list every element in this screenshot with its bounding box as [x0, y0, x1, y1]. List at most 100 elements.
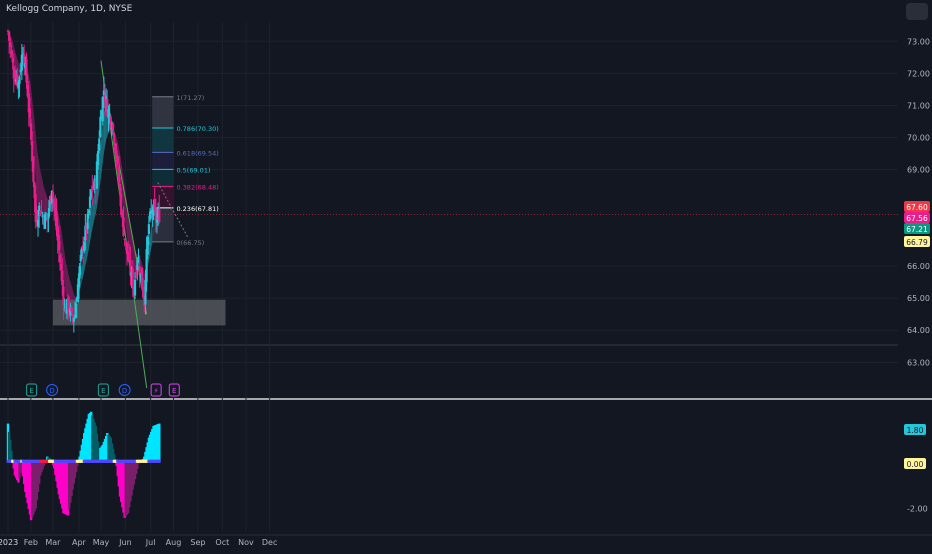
ma-ribbon-segment	[32, 98, 34, 147]
candles	[6, 29, 161, 333]
candle-body	[115, 149, 118, 162]
price-label-box	[904, 223, 930, 234]
candle-body	[105, 96, 108, 99]
ma-ribbon-segment	[122, 168, 124, 210]
earnings-marker	[26, 383, 38, 397]
ma-ribbon-segment	[150, 228, 152, 254]
time-axis-tick: Dec	[262, 538, 277, 547]
candle-body	[73, 314, 77, 318]
ma-ribbon-segment	[33, 109, 35, 164]
candle-body	[27, 93, 30, 113]
ma-ribbon-segment	[90, 206, 92, 242]
price-axis-tick: 66.00	[907, 262, 930, 271]
price-label: 67.60	[906, 203, 928, 212]
candle-body	[54, 207, 57, 217]
histogram-bar	[10, 450, 13, 462]
candle-body	[26, 85, 29, 97]
candle-body	[113, 133, 116, 146]
candle-body	[69, 307, 72, 316]
ma-ribbon-segment	[99, 145, 101, 192]
ma-ribbon-segment	[88, 215, 91, 249]
time-axis-tick: Mar	[45, 538, 61, 547]
candle-body	[51, 192, 55, 198]
candle-body	[131, 268, 134, 289]
candle-body	[100, 116, 103, 118]
candle-body	[23, 54, 26, 67]
candle-body	[125, 242, 129, 255]
candle-body	[8, 31, 11, 41]
price-axis-tick: 72.00	[907, 69, 930, 78]
price-axis-tick: 64.00	[907, 326, 930, 335]
candle-body	[143, 297, 146, 306]
candle-body	[88, 196, 92, 208]
candle-body	[127, 251, 130, 261]
candle-body	[49, 195, 52, 202]
candle-body	[117, 167, 120, 184]
candle-body	[25, 59, 28, 83]
candle-body	[61, 270, 64, 286]
time-axis-tick: Apr	[72, 538, 87, 547]
candle-body	[136, 260, 139, 270]
candle-body	[107, 109, 110, 118]
candle-body	[55, 211, 58, 231]
time-axis-tick: Feb	[24, 538, 38, 547]
candle-body	[48, 199, 51, 212]
candle-body	[28, 108, 32, 118]
candle-body	[80, 247, 84, 256]
candle-body	[153, 198, 156, 210]
candle-body	[63, 308, 66, 310]
candle-body	[106, 98, 109, 117]
ma-ribbon-segment	[62, 235, 64, 278]
ma-ribbon-segment	[46, 194, 48, 219]
candle-body	[29, 123, 33, 140]
candle-body	[18, 76, 21, 84]
candle-body	[77, 278, 80, 300]
histogram-bar	[74, 461, 78, 472]
candle-body	[13, 79, 17, 82]
histogram-bar	[158, 423, 161, 462]
fibonacci-retracement: 1(71.27) 0.786(70.30) 0.618(69.54) 0.5(69.0…	[152, 94, 219, 247]
candle-body	[24, 62, 27, 69]
candle-body	[92, 187, 95, 189]
candle-body	[86, 213, 89, 230]
fib-band	[152, 186, 174, 208]
candle-body	[66, 297, 70, 310]
candle-body	[20, 54, 23, 71]
candle-body	[9, 41, 12, 47]
candle-body	[78, 266, 81, 279]
price-label-box	[904, 236, 930, 247]
candle-body	[98, 138, 101, 151]
ma-ribbon-segment	[36, 146, 39, 205]
candle-body	[43, 214, 47, 229]
earnings-marker	[168, 383, 180, 397]
time-axis-tick: Sep	[190, 538, 205, 547]
candle-body	[41, 215, 44, 218]
candle-body	[158, 209, 161, 222]
candle-body	[70, 307, 73, 312]
osc-value-label: 0.00	[907, 460, 924, 469]
candle-body	[135, 274, 138, 276]
ma-ribbon-segment	[10, 34, 12, 44]
candle-body	[144, 279, 147, 305]
candle-body	[120, 193, 123, 215]
price-axis-tick: 70.00	[907, 134, 930, 143]
price-label-box	[904, 201, 930, 212]
maximize-button[interactable]	[906, 3, 928, 20]
candle-body	[140, 267, 144, 288]
candle-body	[36, 220, 40, 227]
candle-body	[111, 123, 115, 130]
candle-body	[65, 299, 69, 314]
ma-ribbon-segment	[63, 245, 65, 288]
candle-body	[40, 212, 43, 214]
candle-body	[147, 224, 151, 235]
fib-level-label: 0.236(67.81)	[176, 205, 218, 213]
ma-ribbon-segment	[80, 266, 82, 287]
histogram-bar	[42, 461, 46, 466]
candle-body	[21, 53, 25, 58]
event-marker-label: D	[122, 387, 127, 395]
candle-body	[109, 116, 112, 127]
ma-ribbon-segment	[40, 169, 42, 210]
histogram-bar	[136, 461, 139, 469]
